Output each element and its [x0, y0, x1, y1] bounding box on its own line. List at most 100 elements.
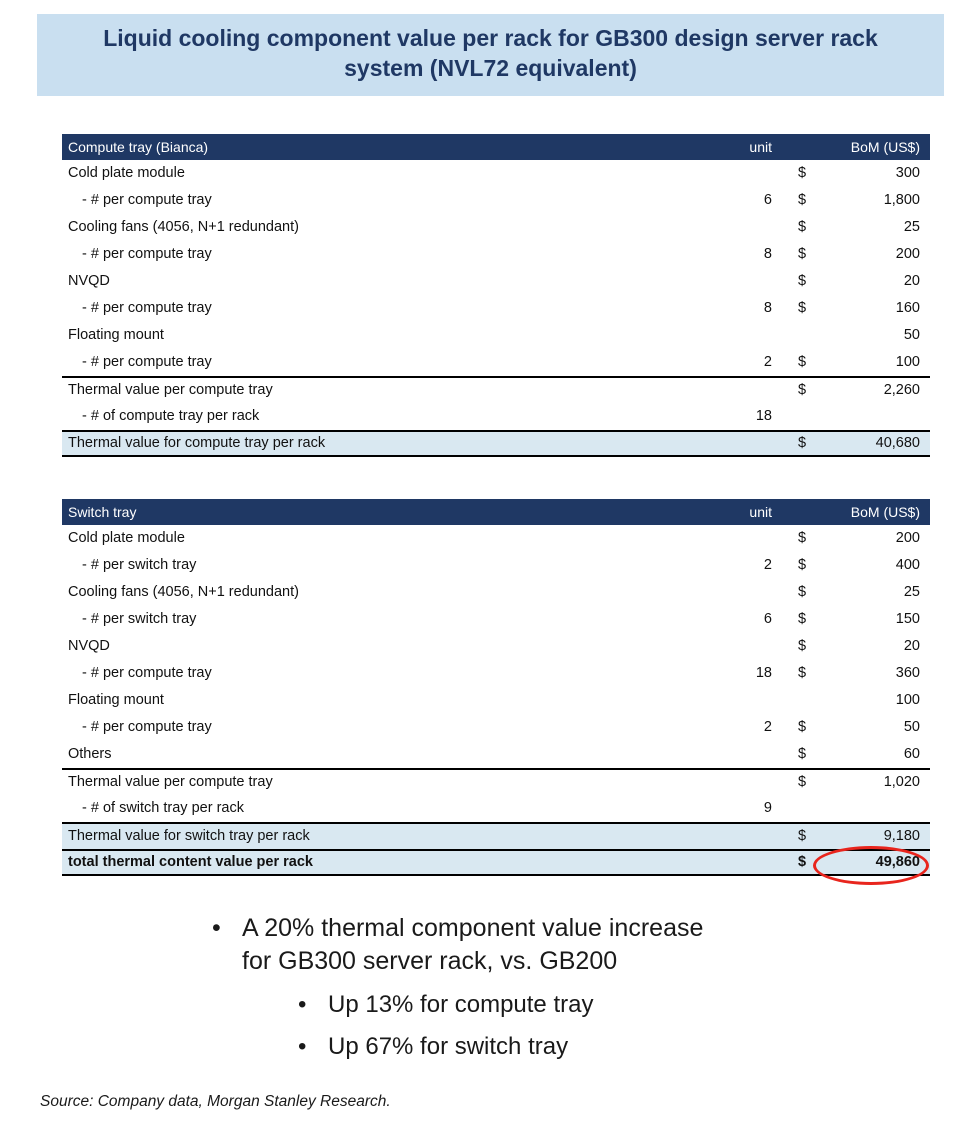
- row-label: Cooling fans (4056, N+1 redundant): [68, 219, 299, 236]
- table-row: Cooling fans (4056, N+1 redundant) $25: [62, 213, 930, 241]
- table-row: - # per compute tray 2 $100: [62, 348, 930, 376]
- bom-column-header: BoM (US$): [850, 138, 920, 155]
- row-currency: $: [798, 382, 807, 399]
- table-row: - # per compute tray 2 $50: [62, 713, 930, 741]
- table-header-row: Compute tray (Bianca) unit BoM (US$): [62, 133, 930, 160]
- bullet-item-main: • A 20% thermal component value increase…: [212, 912, 812, 978]
- row-value: 200: [895, 530, 920, 547]
- bullet-icon: •: [212, 913, 221, 942]
- row-currency: $: [798, 584, 807, 601]
- table-row: Floating mount 100: [62, 686, 930, 714]
- table-row: Cold plate module $200: [62, 524, 930, 552]
- row-value: 200: [895, 246, 920, 263]
- table-row: - # of compute tray per rack 18: [62, 402, 930, 430]
- unit-column-header: unit: [749, 503, 772, 520]
- row-label: - # of switch tray per rack: [82, 800, 244, 817]
- table-title: Compute tray (Bianca): [68, 138, 209, 155]
- bom-column-header: BoM (US$): [850, 503, 920, 520]
- row-label: Thermal value for compute tray per rack: [68, 435, 326, 452]
- row-label: - # per compute tray: [82, 719, 212, 736]
- row-value: 360: [895, 665, 920, 682]
- row-value: 40,680: [875, 435, 920, 452]
- row-value: 100: [895, 692, 920, 709]
- row-currency: $: [798, 192, 807, 209]
- row-value: 100: [895, 354, 920, 371]
- table-header-row: Switch tray unit BoM (US$): [62, 498, 930, 525]
- row-label: Others: [68, 746, 112, 763]
- row-currency: $: [798, 165, 807, 182]
- row-label: total thermal content value per rack: [68, 854, 313, 871]
- summary-bullets: • A 20% thermal component value increase…: [212, 912, 812, 1063]
- row-value: 49,860: [813, 846, 929, 886]
- row-value: 400: [895, 557, 920, 574]
- row-unit: 18: [755, 665, 772, 682]
- row-value: 50: [903, 719, 920, 736]
- table-row: - # per switch tray 2 $400: [62, 551, 930, 579]
- row-label: - # per compute tray: [82, 300, 212, 317]
- row-value: 2,260: [883, 382, 920, 399]
- table-row: Floating mount 50: [62, 321, 930, 349]
- switch-tray-table: Switch tray unit BoM (US$) Cold plate modul…: [62, 498, 930, 886]
- row-label: Cold plate module: [68, 165, 185, 182]
- bullet-text-sub-2: Up 67% for switch tray: [328, 1033, 569, 1061]
- row-label: - # per compute tray: [82, 246, 212, 263]
- row-unit: 9: [763, 800, 772, 817]
- table-row: total thermal content value per rack $49,…: [62, 846, 930, 886]
- row-value: 25: [903, 219, 920, 236]
- row-currency: $: [798, 300, 807, 317]
- table-row: - # per compute tray 8 $160: [62, 294, 930, 322]
- row-unit: 2: [763, 354, 772, 371]
- row-label: - # per switch tray: [82, 557, 197, 574]
- row-currency: $: [798, 354, 807, 371]
- row-value: 20: [903, 638, 920, 655]
- table-row: - # of switch tray per rack 9: [62, 794, 930, 822]
- table-row: NVQD $20: [62, 267, 930, 295]
- table-row: Others $60: [62, 740, 930, 768]
- bullet-text-main: A 20% thermal component value increase f…: [242, 913, 704, 975]
- row-value: 25: [903, 584, 920, 601]
- row-value: 20: [903, 273, 920, 290]
- table-row: Thermal value for switch tray per rack $9…: [62, 821, 930, 849]
- row-value: 50: [903, 327, 920, 344]
- row-unit: 8: [763, 300, 772, 317]
- row-value: 300: [895, 165, 920, 182]
- row-currency: $: [798, 219, 807, 236]
- row-unit: 2: [763, 719, 772, 736]
- row-currency: $: [798, 774, 807, 791]
- table-row: Thermal value per compute tray $1,020: [62, 767, 930, 795]
- row-currency: $: [798, 557, 807, 574]
- source-note: Source: Company data, Morgan Stanley Res…: [40, 1093, 391, 1111]
- row-currency: $: [798, 273, 807, 290]
- row-currency: $: [798, 638, 807, 655]
- compute-tray-table: Compute tray (Bianca) unit BoM (US$) Cold p…: [62, 133, 930, 457]
- row-currency: $: [798, 611, 807, 628]
- row-label: - # of compute tray per rack: [82, 408, 260, 425]
- table-row: - # per compute tray 8 $200: [62, 240, 930, 268]
- table-row: Cold plate module $300: [62, 159, 930, 187]
- row-unit: 18: [755, 408, 772, 425]
- row-label: Cooling fans (4056, N+1 redundant): [68, 584, 299, 601]
- row-label: NVQD: [68, 273, 110, 290]
- row-unit: 6: [763, 192, 772, 209]
- row-label: - # per compute tray: [82, 354, 212, 371]
- row-currency: $: [798, 665, 807, 682]
- row-currency: $: [798, 435, 807, 452]
- row-label: Thermal value per compute tray: [68, 774, 273, 791]
- row-currency: $: [798, 530, 807, 547]
- row-unit: 2: [763, 557, 772, 574]
- unit-column-header: unit: [749, 138, 772, 155]
- bullet-text-sub-1: Up 13% for compute tray: [328, 990, 594, 1018]
- table-row: Cooling fans (4056, N+1 redundant) $25: [62, 578, 930, 606]
- row-value: 160: [895, 300, 920, 317]
- row-label: Floating mount: [68, 692, 164, 709]
- row-label: NVQD: [68, 638, 110, 655]
- bullet-icon: •: [298, 1033, 307, 1061]
- bullet-item-sub-2: • Up 67% for switch tray: [298, 1031, 812, 1063]
- row-label: - # per switch tray: [82, 611, 197, 628]
- row-currency: $: [798, 719, 807, 736]
- row-currency: $: [798, 246, 807, 263]
- table-title: Switch tray: [68, 503, 137, 520]
- row-label: Thermal value for switch tray per rack: [68, 828, 310, 845]
- row-value: 150: [895, 611, 920, 628]
- table-row: - # per compute tray 6 $1,800: [62, 186, 930, 214]
